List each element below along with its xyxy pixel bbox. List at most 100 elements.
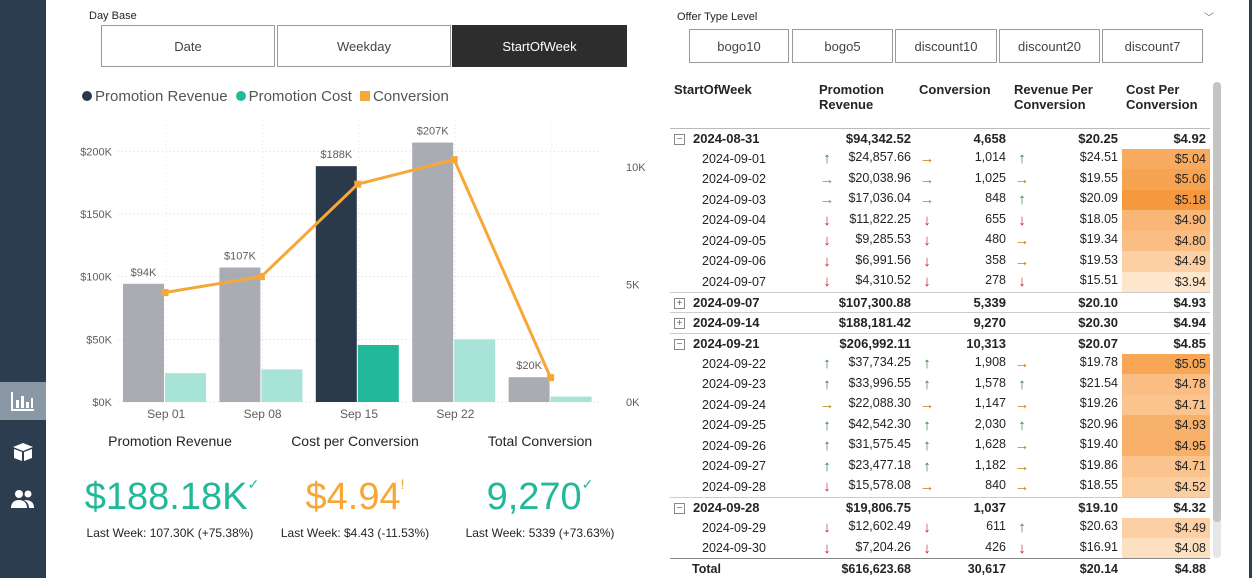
expand-toggle-icon[interactable]: + <box>674 298 685 309</box>
child-row: 2024-09-02→$20,038.96→1,025→$19.55$5.06 <box>670 169 1210 190</box>
people-icon[interactable] <box>0 480 46 518</box>
child-row: 2024-09-04↓$11,822.25↓655↓$18.05$4.90 <box>670 210 1210 231</box>
kpi-conversion-value: 9,270✓ <box>430 476 650 519</box>
column-header[interactable]: Revenue Per Conversion <box>1010 80 1122 128</box>
revenue-data-label: $107K <box>224 251 256 263</box>
cpc-cell: $4.94 <box>1122 313 1210 334</box>
revenue-cell: $206,992.11 <box>815 333 915 354</box>
child-row: 2024-09-26↑$31,575.45↑1,628→$19.40$4.95 <box>670 436 1210 457</box>
conversion-point <box>258 273 265 280</box>
conversion-cell: →840 <box>915 477 1010 498</box>
row-label: 2024-09-22 <box>670 354 815 375</box>
arrow-side-icon: → <box>1014 171 1030 188</box>
revenue-bar <box>509 377 550 402</box>
y2-tick-label: 5K <box>626 280 640 292</box>
arrow-up-icon: ↑ <box>819 437 835 454</box>
arrow-up-icon: ↑ <box>819 150 835 167</box>
offer-chip-bogo5[interactable]: bogo5 <box>792 29 893 63</box>
rpc-cell: →$19.34 <box>1010 231 1122 252</box>
legend-revenue[interactable]: Promotion Revenue <box>82 88 228 105</box>
expand-toggle-icon[interactable]: + <box>674 318 685 329</box>
day-base-option-date[interactable]: Date <box>101 25 275 67</box>
rpc-cell: ↑$20.09 <box>1010 190 1122 211</box>
row-label[interactable]: −2024-09-21 <box>670 333 815 354</box>
arrow-down-icon: ↓ <box>919 540 935 557</box>
rpc-cell: $19.10 <box>1010 497 1122 518</box>
x-tick-label: Sep 01 <box>147 407 185 421</box>
column-header[interactable]: Conversion <box>915 80 1010 128</box>
chevron-down-icon[interactable]: ﹀ <box>1204 9 1214 24</box>
rpc-cell: ↑$24.51 <box>1010 149 1122 170</box>
arrow-side-icon: → <box>919 150 935 167</box>
offer-chip-discount10[interactable]: discount10 <box>895 29 997 63</box>
revenue-data-label: $20K <box>516 360 542 372</box>
cpc-cell: $5.18 <box>1122 190 1210 211</box>
revenue-bar <box>219 268 260 402</box>
revenue-data-label: $94K <box>131 267 157 279</box>
arrow-up-icon: ↑ <box>1014 519 1030 536</box>
revenue-bar <box>123 284 164 402</box>
column-header[interactable]: Cost Per Conversion <box>1122 80 1210 128</box>
total-conversion: 30,617 <box>915 559 1010 579</box>
expand-toggle-icon[interactable]: − <box>674 339 685 350</box>
arrow-up-icon: ↑ <box>819 417 835 434</box>
expand-toggle-icon[interactable]: − <box>674 134 685 145</box>
total-label: Total <box>670 559 815 579</box>
x-tick-label: Sep 22 <box>436 407 474 421</box>
total-revenue: $616,623.68 <box>815 559 915 579</box>
cpc-cell: $4.08 <box>1122 538 1210 559</box>
row-label: 2024-09-25 <box>670 415 815 436</box>
row-label[interactable]: −2024-09-28 <box>670 497 815 518</box>
day-base-option-weekday[interactable]: Weekday <box>277 25 451 67</box>
row-label[interactable]: +2024-09-14 <box>670 313 815 334</box>
child-row: 2024-09-23↑$33,996.55↑1,578↑$21.54$4.78 <box>670 374 1210 395</box>
conversion-cell: ↑1,578 <box>915 374 1010 395</box>
conversion-cell: →848 <box>915 190 1010 211</box>
revenue-cell: $107,300.88 <box>815 292 915 313</box>
arrow-side-icon: → <box>819 191 835 208</box>
bar-chart-icon[interactable] <box>0 382 46 420</box>
conversion-cell: 1,037 <box>915 497 1010 518</box>
arrow-down-icon: ↓ <box>1014 273 1030 290</box>
rpc-cell: →$19.40 <box>1010 436 1122 457</box>
arrow-down-icon: ↓ <box>819 519 835 536</box>
child-row: 2024-09-28↓$15,578.08→840→$18.55$4.52 <box>670 477 1210 498</box>
column-header[interactable]: Promotion Revenue <box>815 80 915 128</box>
child-row: 2024-09-03→$17,036.04→848↑$20.09$5.18 <box>670 190 1210 211</box>
cost-bar <box>261 369 302 402</box>
revenue-cell: →$20,038.96 <box>815 169 915 190</box>
conversion-cell: ↓426 <box>915 538 1010 559</box>
rpc-cell: ↓$16.91 <box>1010 538 1122 559</box>
matrix-scrollbar-thumb[interactable] <box>1213 82 1221 522</box>
rpc-cell: $20.07 <box>1010 333 1122 354</box>
box-icon[interactable] <box>0 432 46 470</box>
child-row: 2024-09-29↓$12,602.49↓611↑$20.63$4.49 <box>670 518 1210 539</box>
offer-chip-discount20[interactable]: discount20 <box>999 29 1100 63</box>
rpc-cell: →$19.86 <box>1010 456 1122 477</box>
row-label[interactable]: +2024-09-07 <box>670 292 815 313</box>
cost-bar <box>551 397 592 402</box>
offer-chip-bogo10[interactable]: bogo10 <box>689 29 789 63</box>
row-label: 2024-09-27 <box>670 456 815 477</box>
child-row: 2024-09-27↑$23,477.18↑1,182→$19.86$4.71 <box>670 456 1210 477</box>
legend-conversion[interactable]: Conversion <box>360 88 449 105</box>
cpc-cell: $4.93 <box>1122 292 1210 313</box>
conversion-cell: →1,025 <box>915 169 1010 190</box>
child-row: 2024-09-05↓$9,285.53↓480→$19.34$4.80 <box>670 231 1210 252</box>
kpi-conversion-sub: Last Week: 5339 (+73.63%) <box>430 526 650 540</box>
arrow-side-icon: → <box>919 191 935 208</box>
day-base-label: Day Base <box>89 10 137 22</box>
day-base-option-startofweek[interactable]: StartOfWeek <box>452 25 627 67</box>
legend-cost[interactable]: Promotion Cost <box>236 88 352 105</box>
y-tick-label: $0K <box>92 397 112 409</box>
column-header[interactable]: StartOfWeek <box>670 80 815 128</box>
cost-bar <box>454 339 495 402</box>
expand-toggle-icon[interactable]: − <box>674 503 685 514</box>
row-label[interactable]: −2024-08-31 <box>670 128 815 149</box>
offer-chip-discount7[interactable]: discount7 <box>1102 29 1203 63</box>
row-label: 2024-09-03 <box>670 190 815 211</box>
